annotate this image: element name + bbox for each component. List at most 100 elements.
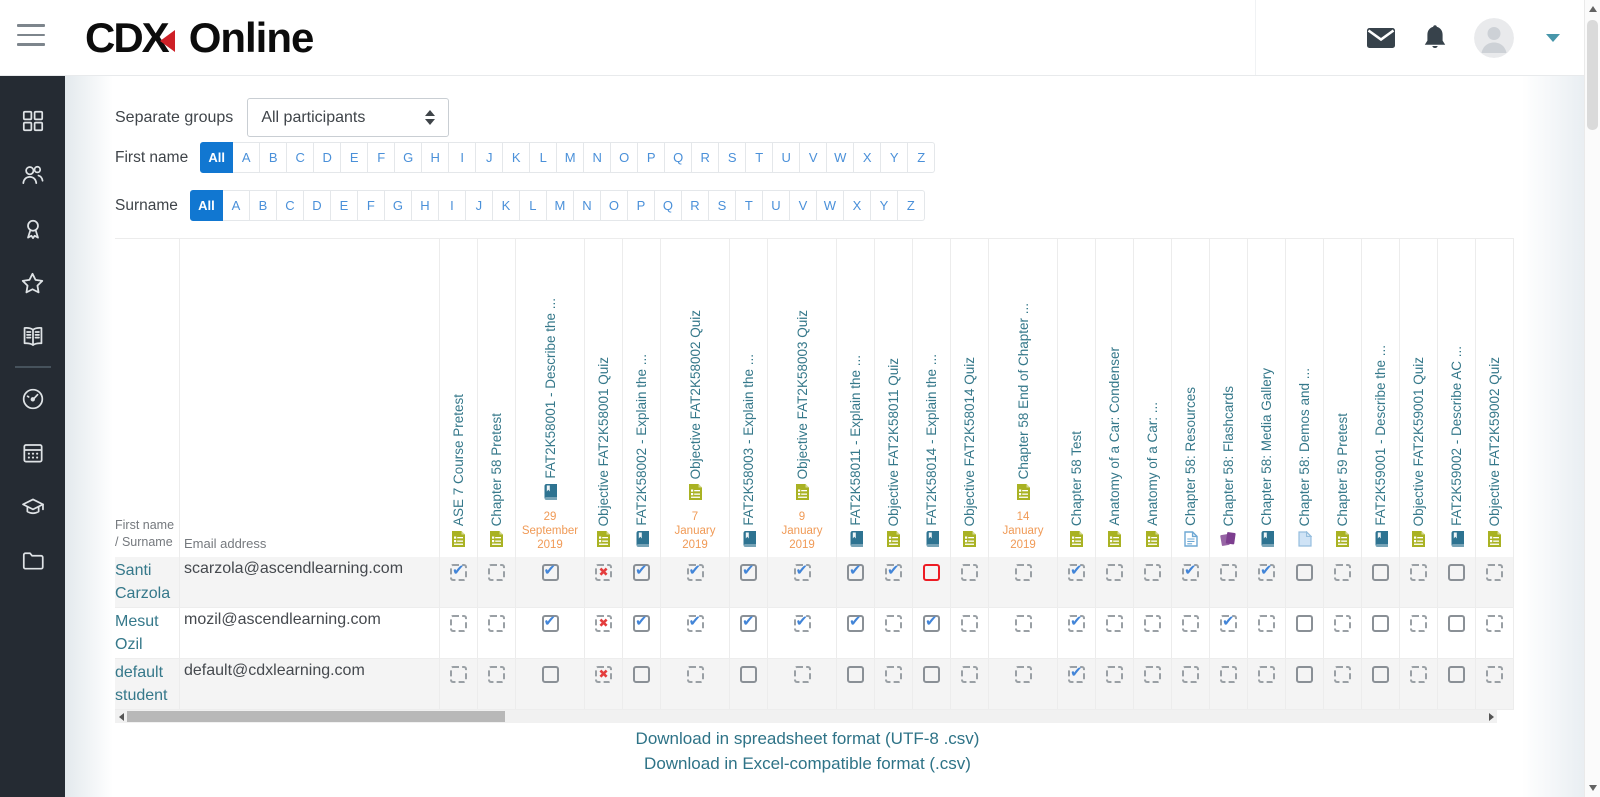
activity-name-link[interactable]: Objective FAT2K59002 Quiz [1487,356,1502,526]
scrollbar-thumb[interactable] [127,711,505,722]
activity-name-link[interactable]: Objective FAT2K58001 Quiz [596,356,611,526]
first-name-letter-x[interactable]: X [854,142,882,173]
first-name-letter-t[interactable]: T [746,142,774,173]
first-name-letter-u[interactable]: U [773,142,801,173]
surname-letter-p[interactable]: P [627,190,655,221]
surname-letter-j[interactable]: J [465,190,493,221]
activity-name-link[interactable]: FAT2K58003 - Explain the ... [741,354,756,526]
first-name-letter-c[interactable]: C [287,142,315,173]
surname-letter-y[interactable]: Y [870,190,898,221]
surname-letter-g[interactable]: G [384,190,412,221]
surname-letter-o[interactable]: O [600,190,628,221]
first-name-letter-j[interactable]: J [476,142,504,173]
sidebar-item-star-icon[interactable] [0,256,65,310]
activity-name-link[interactable]: Objective FAT2K59001 Quiz [1411,356,1426,526]
activity-name-link[interactable]: Objective FAT2K58014 Quiz [962,356,977,526]
first-name-letter-f[interactable]: F [368,142,396,173]
first-name-letter-h[interactable]: H [422,142,450,173]
activity-name-link[interactable]: Chapter 58: Flashcards [1221,385,1236,526]
surname-letter-h[interactable]: H [411,190,439,221]
surname-letter-z[interactable]: Z [897,190,925,221]
surname-letter-f[interactable]: F [357,190,385,221]
sidebar-item-folder-icon[interactable] [0,534,65,588]
user-menu-caret-icon[interactable] [1546,33,1560,42]
first-name-letter-e[interactable]: E [341,142,369,173]
surname-letter-s[interactable]: S [708,190,736,221]
groups-select[interactable]: All participants [247,98,450,137]
first-name-letter-w[interactable]: W [827,142,855,173]
scroll-down-arrow-icon[interactable] [1589,785,1597,791]
activity-name-link[interactable]: Chapter 58: Media Gallery [1259,368,1274,526]
first-name-letter-v[interactable]: V [800,142,828,173]
first-name-letter-a[interactable]: A [233,142,261,173]
first-name-letter-n[interactable]: N [584,142,612,173]
sidebar-item-book-icon[interactable] [0,310,65,364]
first-name-letter-s[interactable]: S [719,142,747,173]
vertical-scrollbar-thumb[interactable] [1587,20,1598,130]
activity-name-link[interactable]: Chapter 58 Test [1069,430,1084,526]
surname-letter-l[interactable]: L [519,190,547,221]
surname-letter-a[interactable]: A [222,190,250,221]
surname-letter-m[interactable]: M [546,190,574,221]
activity-name-link[interactable]: Anatomy of a Car: ... [1145,402,1160,526]
surname-letter-u[interactable]: U [762,190,790,221]
first-name-letter-k[interactable]: K [503,142,531,173]
student-name-link[interactable]: Mesut Ozil [115,608,180,658]
surname-letter-c[interactable]: C [276,190,304,221]
activity-name-link[interactable]: Chapter 59 Pretest [1335,412,1350,526]
activity-name-link[interactable]: Anatomy of a Car: Condenser [1107,347,1122,526]
activity-name-link[interactable]: Chapter 58: Demos and ... [1297,367,1312,526]
scroll-up-arrow-icon[interactable] [1589,6,1597,12]
first-name-letter-p[interactable]: P [638,142,666,173]
activity-name-link[interactable]: Objective FAT2K58011 Quiz [886,357,901,526]
surname-letter-x[interactable]: X [843,190,871,221]
sidebar-item-gauge-icon[interactable] [0,372,65,426]
student-name-link[interactable]: Santi Carzola [115,557,180,607]
surname-letter-d[interactable]: D [303,190,331,221]
first-name-letter-g[interactable]: G [395,142,423,173]
notifications-icon[interactable] [1422,24,1448,52]
activity-name-link[interactable]: Objective FAT2K58002 Quiz [687,309,703,479]
activity-name-link[interactable]: Objective FAT2K58003 Quiz [794,309,810,479]
download-csv-utf8-link[interactable]: Download in spreadsheet format (UTF-8 .c… [635,729,980,748]
first-name-letter-y[interactable]: Y [881,142,909,173]
scroll-left-arrow-icon[interactable] [115,710,127,723]
cdx-online-logo[interactable]: CDX Online [85,12,314,64]
sidebar-item-grid-icon[interactable] [0,94,65,148]
surname-letter-q[interactable]: Q [654,190,682,221]
sidebar-item-calendar-icon[interactable] [0,426,65,480]
activity-name-link[interactable]: FAT2K58014 - Explain the ... [924,354,939,526]
surname-letter-b[interactable]: B [249,190,277,221]
surname-letter-r[interactable]: R [681,190,709,221]
activity-name-link[interactable]: Chapter 58: Resources [1183,387,1198,526]
first-name-letter-q[interactable]: Q [665,142,693,173]
first-name-letter-l[interactable]: L [530,142,558,173]
download-csv-excel-link[interactable]: Download in Excel-compatible format (.cs… [644,754,971,773]
first-name-letter-m[interactable]: M [557,142,585,173]
scrollbar-track[interactable] [127,710,1485,723]
first-name-letter-i[interactable]: I [449,142,477,173]
sidebar-item-graduation-cap-icon[interactable] [0,480,65,534]
activity-name-link[interactable]: ASE 7 Course Pretest [451,393,466,526]
student-name-link[interactable]: default student [115,659,180,709]
activity-name-link[interactable]: FAT2K59001 - Describe the ... [1373,345,1388,526]
surname-letter-e[interactable]: E [330,190,358,221]
activity-name-link[interactable]: FAT2K58001 - Describe the ... [542,298,558,479]
sidebar-item-users-icon[interactable] [0,148,65,202]
surname-letter-t[interactable]: T [735,190,763,221]
activity-name-link[interactable]: FAT2K58011 - Explain the ... [848,355,863,526]
hamburger-menu-icon[interactable] [17,24,45,50]
surname-letter-n[interactable]: N [573,190,601,221]
messages-icon[interactable] [1366,26,1396,50]
first-name-letter-z[interactable]: Z [908,142,936,173]
surname-letter-k[interactable]: K [492,190,520,221]
avatar[interactable] [1474,17,1514,58]
surname-letter-w[interactable]: W [816,190,844,221]
scroll-right-arrow-icon[interactable] [1485,710,1497,723]
first-name-letter-all[interactable]: All [200,142,234,173]
first-name-letter-r[interactable]: R [692,142,720,173]
sidebar-item-award-icon[interactable] [0,202,65,256]
surname-letter-v[interactable]: V [789,190,817,221]
activity-name-link[interactable]: Chapter 58 Pretest [489,412,504,526]
surname-letter-all[interactable]: All [189,190,223,221]
